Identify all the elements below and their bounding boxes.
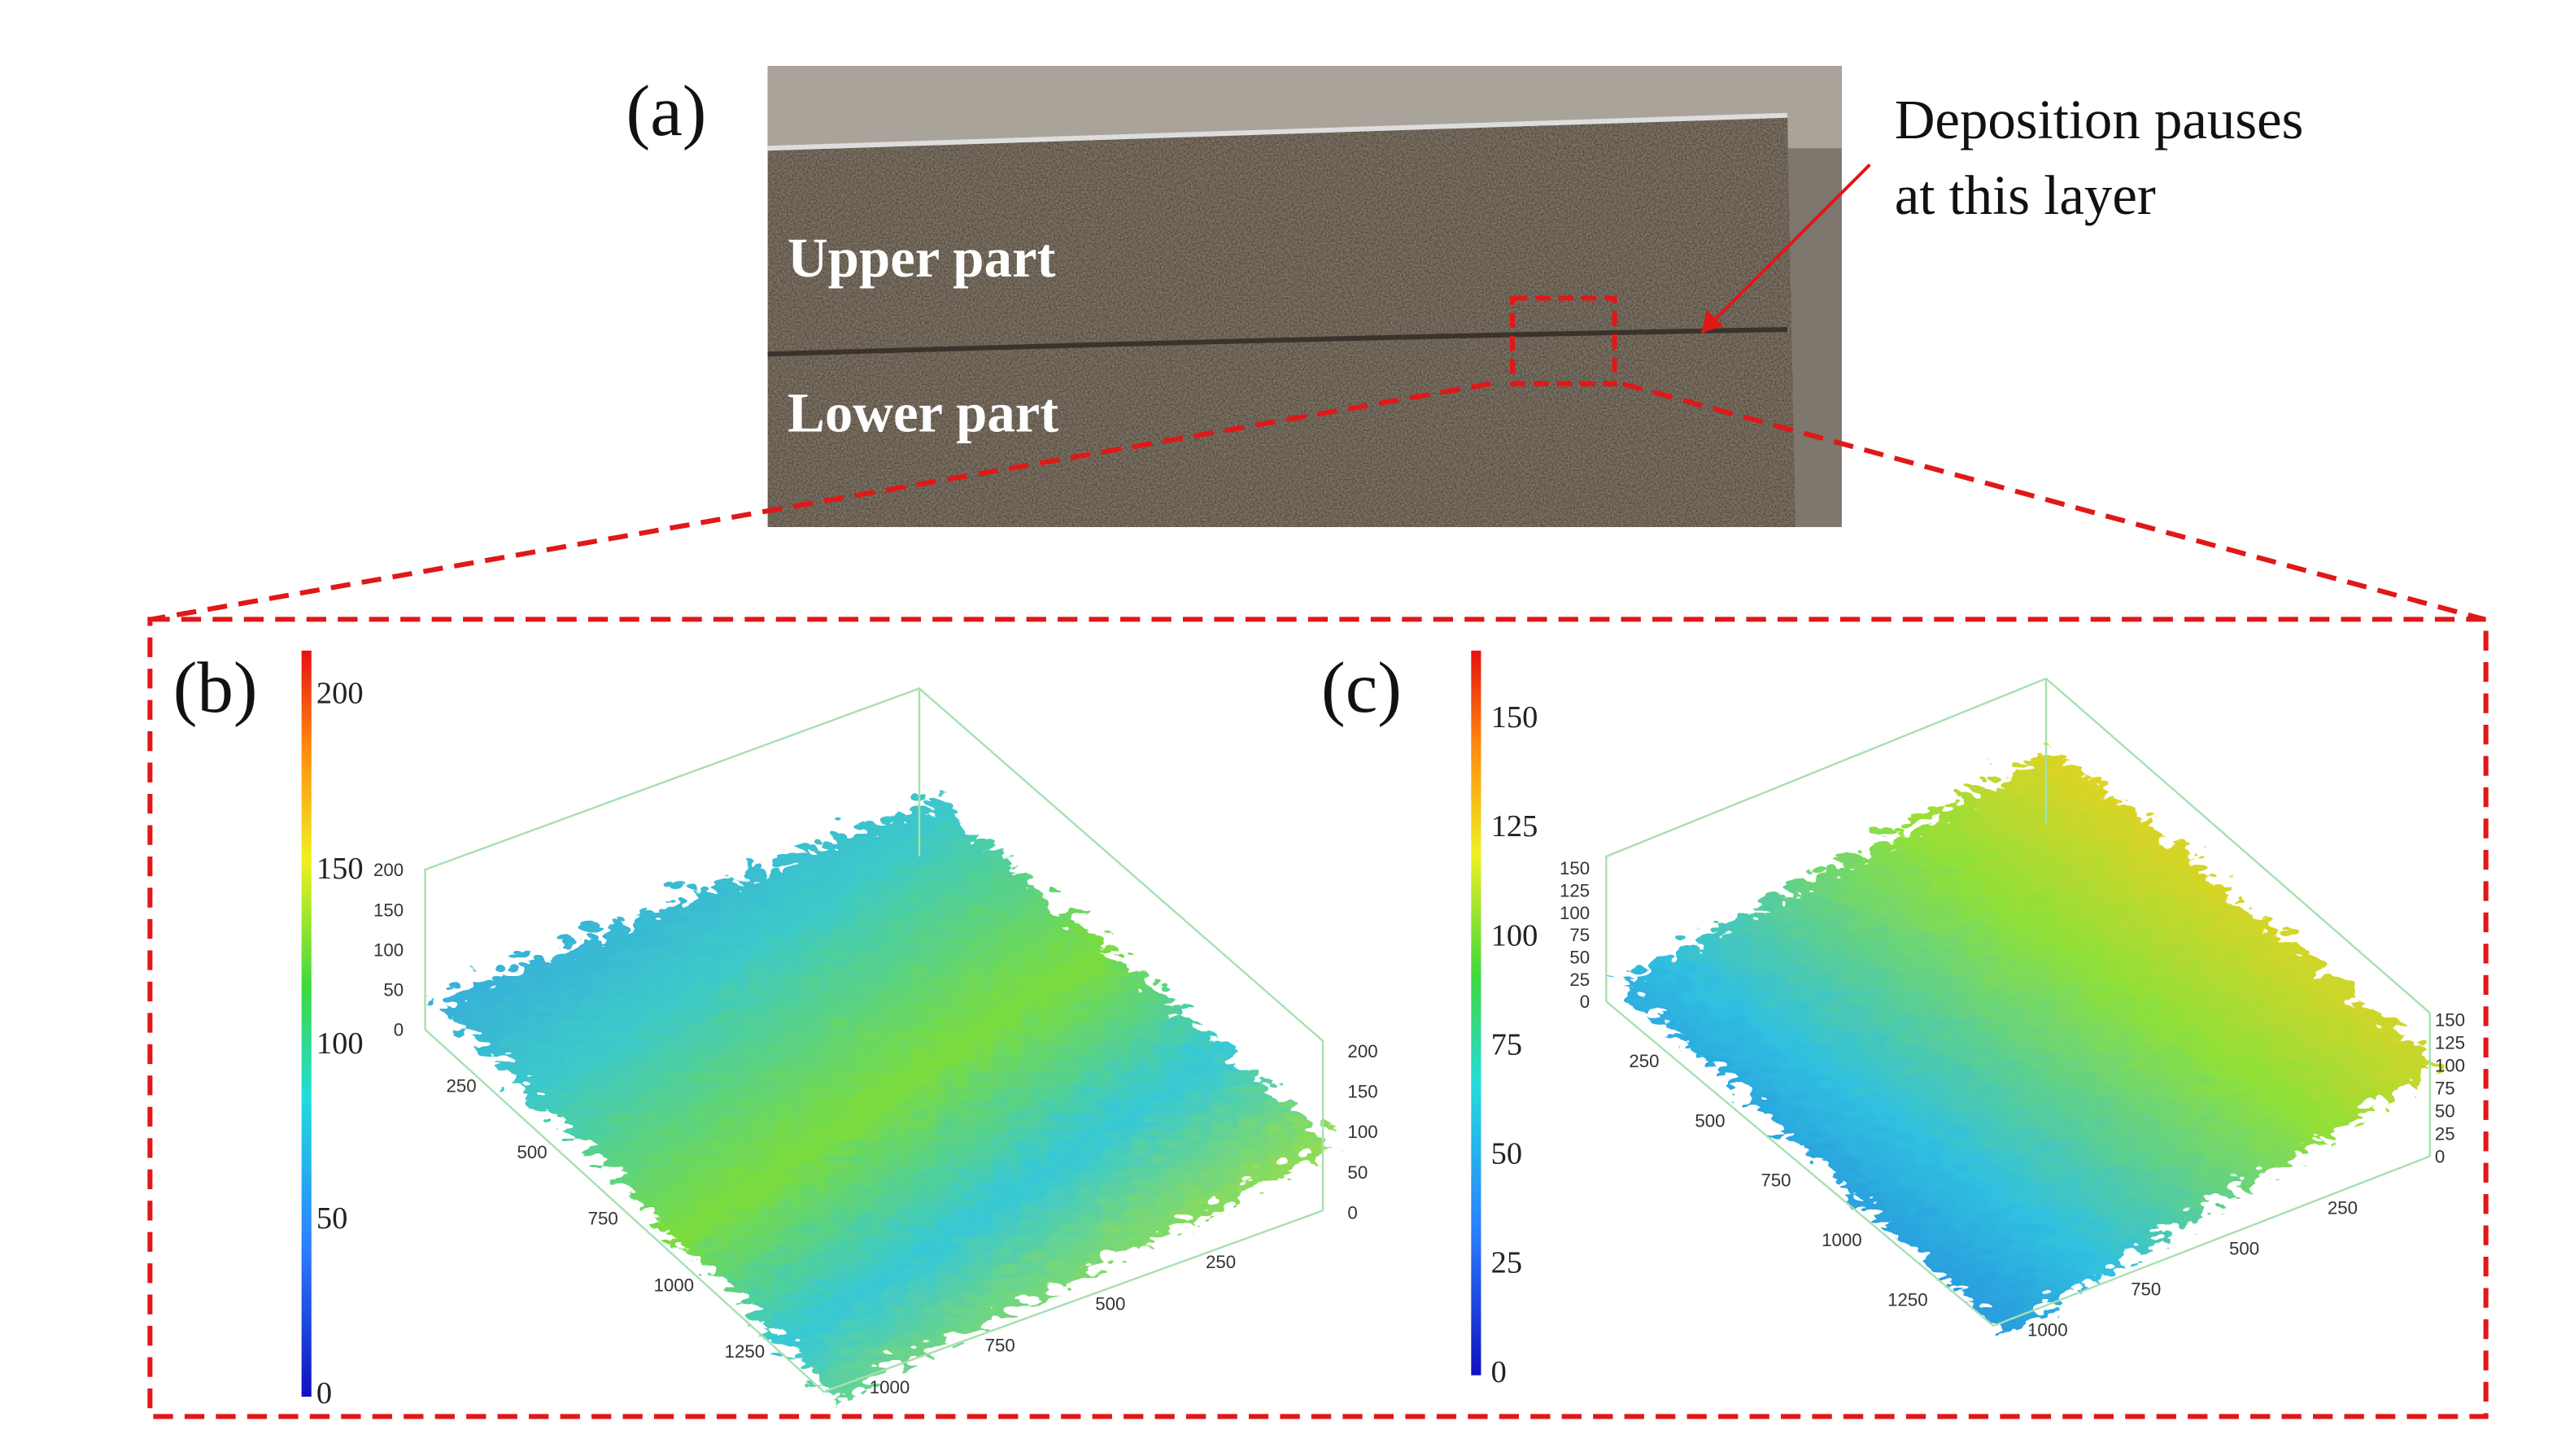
z-tick: 100 [373,939,404,960]
arrow-head [1701,309,1724,333]
x-tick: 750 [588,1209,618,1229]
y-tick: 750 [985,1336,1015,1356]
panel-label: (a) [626,72,707,151]
colorbar-tick: 200 [316,677,364,711]
x-tick: 500 [1695,1110,1725,1131]
sample-edge [767,112,1788,151]
region-label: Lower part [788,382,1058,444]
annotation: Deposition pauses [1895,89,2304,150]
surface [425,787,1324,1387]
panel-label: (c) [1321,648,1402,728]
y-tick: 250 [1206,1252,1236,1272]
colorbar-tick: 0 [316,1376,332,1410]
colorbar-tick: 150 [316,852,364,886]
colorbar-tick: 125 [1491,809,1538,844]
z-tick: 50 [1347,1162,1368,1183]
colorbar-tick: 25 [1491,1246,1522,1280]
colorbar-tick: 75 [1491,1027,1522,1061]
z-tick: 100 [1347,1122,1377,1142]
surface [1606,738,2430,1321]
y-tick: 750 [2131,1279,2161,1299]
z-tick: 50 [1569,948,1590,968]
z-tick: 150 [1560,858,1590,878]
annotation: at this layer [1895,164,2156,226]
z-tick: 75 [2435,1079,2455,1099]
colorbar-tick: 150 [1491,700,1538,735]
y-tick: 1000 [870,1377,910,1397]
z-tick: 25 [1569,970,1590,990]
z-tick: 50 [383,980,404,1000]
z-tick: 200 [1347,1041,1377,1061]
zoom-line [151,381,1492,622]
region-label: Upper part [788,227,1056,289]
colorbar [1471,650,1481,1375]
x-tick: 500 [517,1142,548,1162]
y-tick: 500 [2229,1238,2259,1258]
z-tick: 125 [2435,1033,2465,1053]
colorbar-tick: 100 [316,1027,364,1061]
bounding-box [424,687,1324,1393]
z-tick: 150 [1347,1082,1377,1102]
z-tick: 25 [2435,1124,2455,1144]
y-tick: 1000 [2027,1319,2068,1340]
zoom-box [1509,295,1617,386]
colorbar-tick: 50 [1491,1137,1522,1171]
y-tick: 250 [2328,1197,2358,1218]
z-tick: 0 [2435,1147,2445,1167]
colorbar [301,650,312,1397]
x-tick: 250 [1629,1051,1659,1071]
z-tick: 0 [1347,1202,1357,1223]
z-tick: 0 [1580,992,1590,1012]
zoom-frame [147,617,2489,1419]
z-tick: 150 [373,900,404,920]
panel-label: (b) [173,648,258,728]
z-tick: 200 [373,860,404,880]
z-tick: 0 [394,1020,404,1040]
z-tick: 150 [2435,1010,2465,1031]
arrow [1700,163,1871,334]
z-tick: 125 [1560,881,1590,901]
x-tick: 250 [446,1076,476,1096]
zoom-line [1621,381,2485,622]
colorbar-tick: 0 [1491,1355,1507,1389]
z-tick: 75 [1569,925,1590,945]
colorbar-tick: 100 [1491,918,1538,953]
pause-line [767,326,1788,357]
y-tick: 500 [1095,1293,1125,1314]
x-tick: 1250 [725,1341,766,1362]
colorbar-tick: 50 [316,1201,347,1236]
z-tick: 50 [2435,1101,2455,1122]
bounding-box [1605,677,2432,1327]
z-tick: 100 [1560,903,1590,923]
x-tick: 1000 [653,1275,694,1295]
x-tick: 1250 [1887,1289,1928,1310]
z-tick: 100 [2435,1056,2465,1076]
x-tick: 1000 [1822,1230,1862,1250]
x-tick: 750 [1761,1170,1791,1191]
photo-sample [767,115,1796,527]
